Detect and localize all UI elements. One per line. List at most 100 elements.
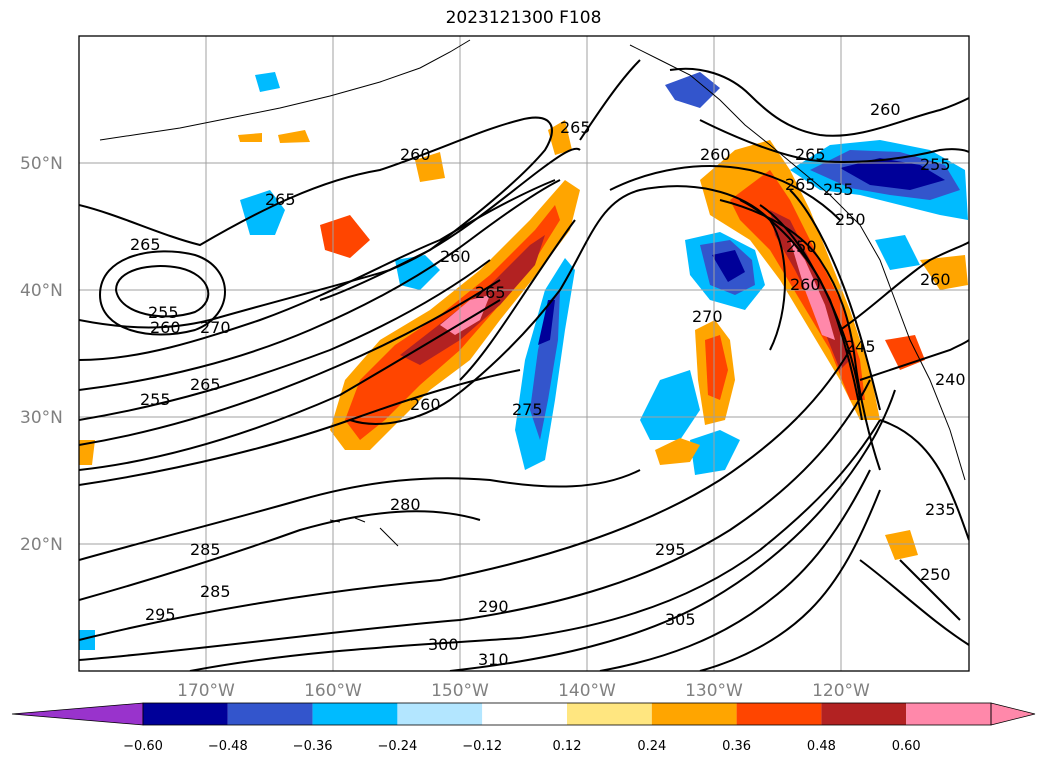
colorbar-bin xyxy=(397,703,483,725)
positive-shading xyxy=(238,133,262,142)
coastlines xyxy=(99,39,966,547)
contour-label: 295 xyxy=(145,605,176,624)
contour-label: 275 xyxy=(512,400,543,419)
negative-shading xyxy=(240,190,285,235)
contour-label: 265 xyxy=(560,118,591,137)
contour-label: 295 xyxy=(655,540,686,559)
longitude-labels: 170°W 160°W 150°W 140°W 130°W 120°W xyxy=(177,681,870,701)
lon-label-140w: 140°W xyxy=(558,681,616,701)
contour-label: 250 xyxy=(920,565,951,584)
latitude-labels: 50°N 40°N 30°N 20°N xyxy=(20,154,63,555)
positive-shading xyxy=(79,440,95,465)
positive-shading xyxy=(440,295,490,335)
lat-label-50n: 50°N xyxy=(20,154,63,174)
lon-label-150w: 150°W xyxy=(431,681,489,701)
negative-shading xyxy=(530,290,560,440)
colorbar-bin xyxy=(567,703,652,725)
negative-shading xyxy=(79,630,95,650)
contour-label: 265 xyxy=(190,375,221,394)
contour-label: 260 xyxy=(870,100,901,119)
colorbar-ticks: −0.60 −0.48 −0.36 −0.24 −0.12 0.12 0.24 … xyxy=(123,739,921,754)
colorbar-bin xyxy=(821,703,907,725)
colorbar-bin xyxy=(143,703,228,725)
contour-label: 260 xyxy=(790,275,821,294)
contour-label: 240 xyxy=(935,370,966,389)
contour-label: 265 xyxy=(130,235,161,254)
graticule xyxy=(79,36,969,671)
contour-label: 270 xyxy=(692,307,723,326)
contour-label: 280 xyxy=(390,495,421,514)
negative-shading xyxy=(840,158,945,190)
colorbar-tick: −0.60 xyxy=(123,739,163,754)
colorbar: −0.60 −0.48 −0.36 −0.24 −0.12 0.12 0.24 … xyxy=(11,702,1036,754)
colorbar-high-extend xyxy=(990,702,1036,726)
contour-label: 310 xyxy=(478,650,509,669)
colorbar-bin xyxy=(651,703,737,725)
colorbar-bin xyxy=(312,703,398,725)
map-title: 2023121300 F108 xyxy=(445,8,602,28)
positive-shading xyxy=(920,255,968,290)
positive-shading xyxy=(885,530,918,560)
negative-shading xyxy=(665,72,720,108)
contour-label: 260 xyxy=(150,318,181,337)
contour-label: 255 xyxy=(148,303,179,322)
contour-label: 260 xyxy=(410,395,441,414)
height-contours xyxy=(79,59,969,671)
colorbar-tick: −0.48 xyxy=(208,739,248,754)
colorbar-tick: 0.60 xyxy=(892,739,921,754)
colorbar-tick: −0.12 xyxy=(462,739,502,754)
colorbar-bin xyxy=(227,703,313,725)
positive-shading xyxy=(278,130,310,143)
contour-label: 255 xyxy=(920,155,951,174)
lon-label-160w: 160°W xyxy=(304,681,362,701)
lon-label-120w: 120°W xyxy=(812,681,870,701)
contour-label-group: 265 260 265 265 260 265 255 260 265 270 … xyxy=(130,100,966,669)
contour-label: 255 xyxy=(823,180,854,199)
negative-shading xyxy=(690,430,740,475)
negative-shading xyxy=(640,370,700,440)
contour-label: 245 xyxy=(845,337,876,356)
contour-label: 250 xyxy=(786,237,817,256)
colorbar-tick: 0.24 xyxy=(637,739,666,754)
contour-label: 265 xyxy=(265,190,296,209)
contour-label: 260 xyxy=(700,145,731,164)
positive-shading xyxy=(705,335,728,400)
negative-shading xyxy=(712,250,745,282)
contour-label: 265 xyxy=(795,145,826,164)
lat-label-20n: 20°N xyxy=(20,535,63,555)
map-frame xyxy=(78,35,970,672)
map-panel xyxy=(79,36,969,671)
lon-label-130w: 130°W xyxy=(685,681,743,701)
lon-label-170w: 170°W xyxy=(177,681,235,701)
colorbar-tick: 0.48 xyxy=(807,739,836,754)
negative-shading xyxy=(538,300,555,345)
map-content: 265 260 265 265 260 265 255 260 265 270 … xyxy=(79,36,969,671)
contour-label: 285 xyxy=(200,582,231,601)
lat-label-40n: 40°N xyxy=(20,281,63,301)
negative-shading xyxy=(875,235,920,270)
contour-label: 235 xyxy=(925,500,956,519)
colorbar-tick: −0.36 xyxy=(293,739,333,754)
contour-label: 260 xyxy=(920,270,951,289)
colorbar-low-extend xyxy=(11,702,144,726)
contour-label: 300 xyxy=(428,635,459,654)
positive-shading xyxy=(655,438,700,465)
contour-label: 250 xyxy=(835,210,866,229)
lat-label-30n: 30°N xyxy=(20,408,63,428)
colorbar-tick: 0.12 xyxy=(553,739,582,754)
contour-label: 285 xyxy=(190,540,221,559)
contour-label: 305 xyxy=(665,610,696,629)
colorbar-bin xyxy=(906,703,991,725)
contour-label: 265 xyxy=(475,283,506,302)
colorbar-tick: 0.36 xyxy=(722,739,751,754)
contour-label: 290 xyxy=(478,597,509,616)
positive-shading xyxy=(548,120,572,155)
colorbar-tick: −0.24 xyxy=(377,739,417,754)
shading-layer xyxy=(79,72,968,650)
contour-label: 260 xyxy=(440,247,471,266)
colorbar-bin xyxy=(736,703,822,725)
contour-label: 255 xyxy=(140,390,171,409)
contour-label: 260 xyxy=(400,145,431,164)
contour-label: 265 xyxy=(785,175,816,194)
